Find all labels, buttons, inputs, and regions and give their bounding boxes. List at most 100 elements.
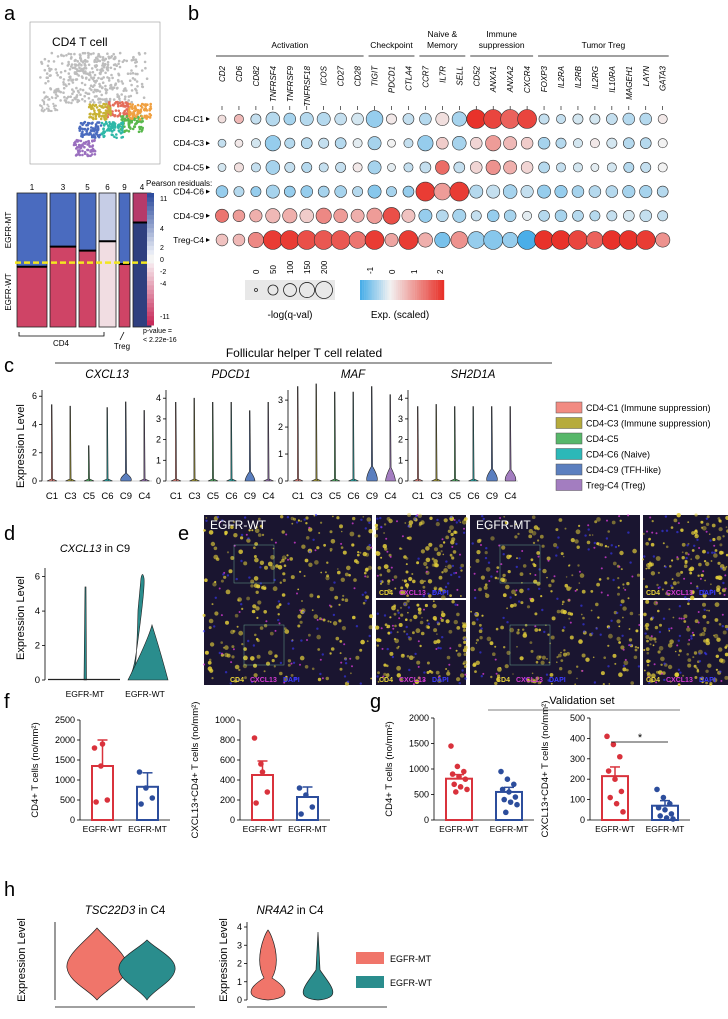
cd4-signal bbox=[424, 603, 428, 608]
cd4-signal bbox=[670, 526, 674, 529]
cd4-signal bbox=[344, 572, 349, 577]
dapi-signal bbox=[664, 565, 667, 569]
pearson-gradient-cell bbox=[147, 263, 154, 269]
dapi-signal bbox=[386, 647, 389, 651]
cxcl13-signal bbox=[274, 629, 277, 632]
dot bbox=[415, 181, 436, 202]
cd4-signal bbox=[257, 533, 262, 537]
dapi-signal bbox=[302, 611, 305, 614]
dot bbox=[537, 184, 551, 199]
cd4-signal bbox=[338, 619, 342, 623]
umap-point-bg bbox=[41, 106, 44, 110]
cd4-signal bbox=[351, 543, 355, 547]
cd4-signal bbox=[476, 638, 479, 642]
cd4-signal bbox=[411, 573, 414, 575]
data-point bbox=[604, 733, 610, 740]
cd4-signal bbox=[405, 563, 408, 566]
cxcl13-signal bbox=[220, 614, 223, 617]
umap-point-cluster bbox=[118, 123, 121, 126]
umap-point-bg bbox=[92, 52, 95, 55]
umap-point-cluster bbox=[105, 122, 108, 125]
cd4-signal bbox=[548, 583, 552, 588]
umap-point-bg bbox=[68, 75, 71, 79]
dot bbox=[350, 208, 365, 223]
gene-label: CD2 bbox=[218, 65, 227, 82]
cxcl13-signal bbox=[593, 546, 596, 549]
cd4-signal bbox=[479, 636, 483, 640]
cd4-signal bbox=[357, 551, 360, 554]
inset-box bbox=[509, 624, 551, 666]
cd4-signal bbox=[646, 671, 650, 675]
umap-point-cluster bbox=[113, 122, 117, 125]
cd4-signal bbox=[250, 579, 255, 584]
umap-point-bg bbox=[68, 68, 72, 71]
cd4-signal bbox=[506, 650, 511, 656]
dot bbox=[520, 185, 534, 199]
dapi-signal bbox=[480, 627, 483, 630]
dapi-signal bbox=[229, 682, 232, 685]
violin-shape bbox=[449, 406, 461, 482]
cd4-signal bbox=[708, 609, 710, 612]
violin-shape bbox=[189, 397, 200, 482]
data-point bbox=[657, 813, 663, 819]
cd4-signal bbox=[329, 530, 333, 534]
cxcl13-signal bbox=[678, 617, 681, 620]
violin-shape bbox=[412, 406, 424, 482]
umap-point-bg bbox=[135, 89, 138, 92]
umap-point-bg bbox=[54, 104, 58, 107]
dot bbox=[232, 209, 246, 223]
bar-segment-wt bbox=[98, 240, 117, 328]
cluster-tick-label: C1 bbox=[170, 491, 182, 502]
y-tick-label: 2000 bbox=[55, 735, 75, 745]
violin-shape bbox=[244, 410, 256, 482]
cd4-signal bbox=[207, 666, 213, 671]
data-point bbox=[253, 800, 259, 806]
umap-point-bg bbox=[96, 55, 100, 58]
cd4-signal bbox=[686, 653, 689, 656]
cd4-signal bbox=[386, 568, 391, 573]
umap-point-cluster bbox=[144, 104, 147, 108]
cd4-signal bbox=[264, 565, 268, 570]
dot bbox=[418, 208, 433, 223]
cd4-signal bbox=[420, 631, 425, 636]
cxcl13-signal bbox=[265, 620, 268, 623]
cd4-signal bbox=[400, 613, 404, 617]
cd4-signal bbox=[412, 631, 415, 635]
umap-point-bg bbox=[62, 54, 65, 58]
cd4-signal bbox=[606, 577, 610, 580]
cd4-signal bbox=[522, 628, 525, 631]
color-legend-cell bbox=[381, 280, 384, 300]
gene-label: IL2RG bbox=[591, 66, 600, 89]
size-legend-title: -log(q-val) bbox=[267, 310, 312, 321]
umap-point-bg bbox=[66, 64, 70, 67]
cd4-signal bbox=[607, 644, 610, 647]
bar-segment-mt bbox=[16, 192, 48, 268]
y-tick-label: 4 bbox=[156, 393, 161, 403]
pearson-gradient-cell bbox=[147, 241, 154, 247]
umap-point-cluster bbox=[121, 102, 125, 105]
cd4-signal bbox=[645, 599, 650, 604]
pearson-gradient-cell bbox=[147, 223, 154, 229]
data-point bbox=[663, 815, 670, 821]
umap-point-bg bbox=[84, 67, 88, 70]
dapi-signal bbox=[218, 651, 221, 655]
dapi-signal bbox=[610, 619, 613, 622]
cd4-signal bbox=[403, 630, 406, 633]
umap-point-cluster bbox=[102, 111, 105, 115]
cd4-signal bbox=[709, 682, 713, 686]
color-legend-cell bbox=[399, 280, 403, 300]
dot bbox=[537, 137, 551, 150]
color-legend-cell bbox=[416, 280, 419, 300]
cd4-signal bbox=[339, 667, 343, 671]
cd4-signal bbox=[256, 654, 261, 659]
umap-point-cluster bbox=[120, 121, 123, 125]
umap-point-bg bbox=[101, 64, 104, 67]
umap-point-cluster bbox=[93, 128, 97, 131]
cd4-signal bbox=[724, 652, 728, 657]
dot bbox=[250, 186, 262, 197]
cd4-signal bbox=[716, 535, 722, 541]
cd4-signal bbox=[442, 589, 446, 593]
cd4-signal bbox=[517, 532, 520, 536]
pearson-tick: -4 bbox=[160, 281, 166, 288]
cd4-signal bbox=[234, 664, 240, 670]
